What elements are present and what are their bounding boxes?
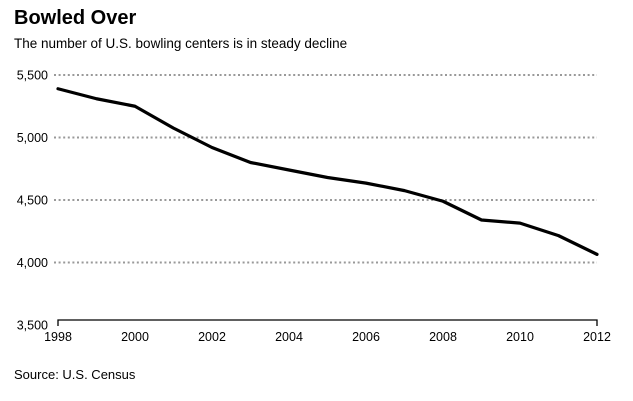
- x-axis-tick-label: 2002: [198, 330, 226, 344]
- y-axis-tick-label: 5,000: [17, 131, 48, 145]
- x-axis-tick-label: 1998: [44, 330, 72, 344]
- x-axis: [57, 319, 598, 326]
- chart-subtitle: The number of U.S. bowling centers is in…: [14, 36, 348, 51]
- y-axis-tick-label: 4,500: [17, 194, 48, 208]
- x-axis-tick-label: 2000: [121, 330, 149, 344]
- x-axis-tick-label: 2004: [275, 330, 303, 344]
- y-axis-tick-label: 5,500: [17, 69, 48, 83]
- data-line-series: [56, 87, 599, 256]
- y-axis-tick-label: 4,000: [17, 256, 48, 270]
- x-axis-tick-label: 2012: [583, 330, 611, 344]
- source-note: Source: U.S. Census: [14, 367, 136, 382]
- x-axis-tick-label: 2008: [429, 330, 457, 344]
- x-axis-tick-label: 2006: [352, 330, 380, 344]
- y-axis-tick-label: 3,500: [17, 319, 48, 333]
- x-axis-tick-label: 2010: [506, 330, 534, 344]
- chart-title: Bowled Over: [14, 7, 137, 29]
